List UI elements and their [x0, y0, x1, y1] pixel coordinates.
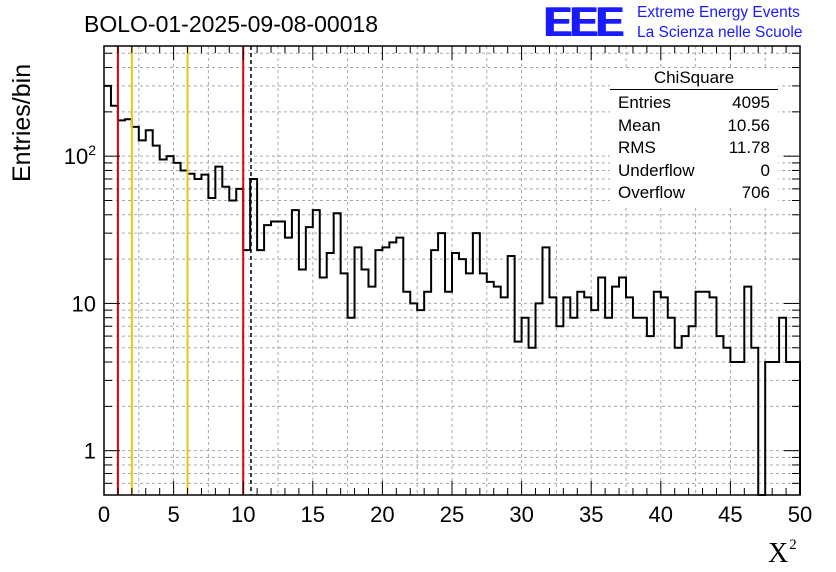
y-axis-label: Entries/bin: [8, 63, 36, 182]
x-axis-label: X2: [768, 537, 797, 570]
stats-label: Entries: [618, 93, 671, 112]
x-axis-label-superscript: 2: [789, 537, 797, 553]
x-tick-label: 10: [231, 502, 255, 527]
x-axis-label-base: X: [768, 538, 789, 569]
stats-value: 11.78: [728, 138, 770, 157]
x-tick-label: 30: [509, 502, 533, 527]
stats-row-mean: Mean 10.56: [610, 115, 778, 138]
stats-label: Overflow: [618, 183, 686, 202]
x-tick-label: 20: [370, 502, 394, 527]
chart-title: BOLO-01-2025-09-08-00018: [84, 11, 379, 37]
x-tick-label: 45: [718, 502, 742, 527]
y-tick-label: 102: [64, 142, 96, 169]
brand-line-2: La Scienza nelle Scuole: [637, 24, 803, 41]
y-tick-label: 10: [72, 291, 96, 316]
x-tick-label: 50: [788, 502, 812, 527]
stats-label: RMS: [618, 138, 656, 157]
stats-value: 4095: [732, 93, 770, 112]
stats-row-underflow: Underflow 0: [610, 160, 778, 183]
x-tick-label: 0: [98, 502, 110, 527]
stats-value: 0: [760, 160, 770, 180]
x-tick-label: 40: [649, 502, 673, 527]
stats-row-rms: RMS 11.78: [610, 137, 778, 160]
stats-title: ChiSquare: [610, 68, 778, 90]
histogram-series: [104, 84, 801, 496]
stats-box: ChiSquare Entries 4095 Mean 10.56 RMS 11…: [610, 68, 778, 205]
stats-label: Mean: [618, 115, 661, 135]
x-tick-label: 5: [167, 502, 179, 527]
x-tick-label: 15: [301, 502, 325, 527]
stats-value: 10.56: [727, 115, 770, 135]
brand-line-1: Extreme Energy Events: [637, 4, 800, 21]
x-tick-label: 25: [440, 502, 464, 527]
x-tick-label: 35: [579, 502, 603, 527]
stats-value: 706: [741, 183, 770, 202]
eee-logo: EEE: [543, 1, 631, 43]
y-tick-label: 1: [84, 439, 96, 464]
stats-label: Underflow: [618, 160, 695, 180]
stats-row-overflow: Overflow 706: [610, 182, 778, 205]
stats-row-entries: Entries 4095: [610, 92, 778, 115]
